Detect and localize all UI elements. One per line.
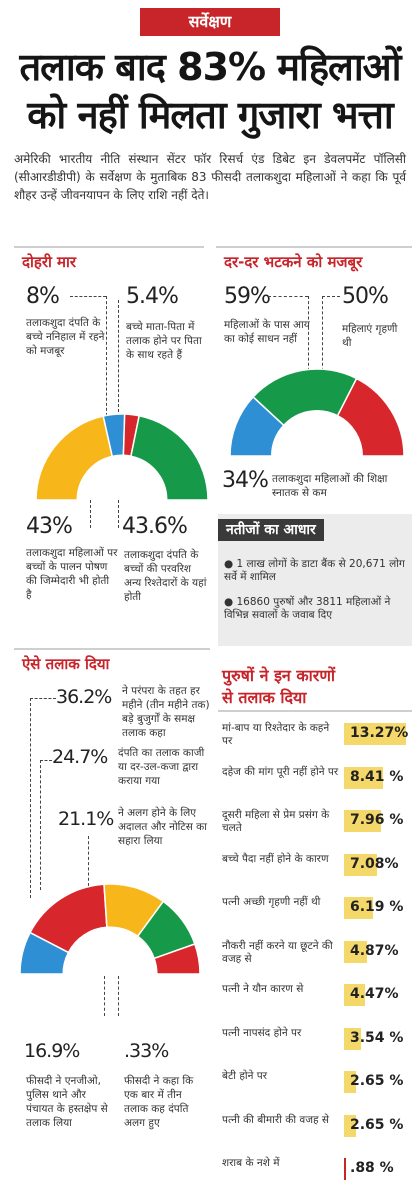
wander-pct-1: 59% bbox=[224, 284, 271, 309]
leader-line bbox=[30, 698, 56, 699]
reason-value: 2.65 % bbox=[350, 1116, 404, 1133]
divorce-pct-5: .33% bbox=[124, 1040, 169, 1062]
reason-label: बेटी होने पर bbox=[222, 1070, 268, 1082]
reason-bar bbox=[344, 1158, 346, 1180]
reason-label: पत्नी अच्छी गृहणी नहीं थी bbox=[222, 896, 321, 908]
reason-bar bbox=[344, 1071, 357, 1093]
section-title-reasons-2: से तलाक दिया bbox=[222, 688, 307, 707]
leader-line bbox=[90, 500, 91, 528]
reason-label: पत्नी नापसंद होने पर bbox=[222, 1026, 302, 1039]
reason-label: पत्नी ने यौन कारण से bbox=[222, 983, 304, 995]
gauge-slice-43-6 bbox=[130, 414, 209, 501]
reason-bar bbox=[344, 1027, 361, 1050]
leader-line bbox=[268, 296, 308, 297]
leader-line bbox=[30, 698, 31, 898]
section-title-reasons-1: पुरुषों ने इन कारणों bbox=[222, 666, 336, 685]
gauge-slice-43 bbox=[35, 415, 114, 501]
section-rule bbox=[14, 246, 204, 248]
double-note-4: तलाकशुदा दंपति के बच्चों की परवरिश अन्य … bbox=[124, 549, 207, 603]
category-tag: सर्वेक्षण bbox=[140, 8, 280, 36]
reason-label: नौकरी नहीं करने या छूटने की वजह से bbox=[222, 939, 333, 965]
leader-line bbox=[106, 296, 107, 416]
reason-label: दूसरी महिला से प्रेम प्रसंग के चलते bbox=[222, 809, 330, 834]
reason-bar bbox=[344, 810, 382, 832]
reason-value: 7.08% bbox=[350, 855, 399, 872]
divorce-pct-2: 24.7% bbox=[52, 746, 108, 768]
leader-line bbox=[322, 296, 340, 297]
leader-line bbox=[118, 300, 119, 412]
reason-bar bbox=[344, 984, 365, 1006]
gauge-slice-50 bbox=[336, 377, 405, 457]
reason-bar bbox=[344, 1114, 357, 1137]
reason-label: दहेज की मांग पूरी नहीं होने पर bbox=[222, 765, 339, 778]
reason-value: 13.27% bbox=[350, 725, 409, 741]
reason-label: बच्चे पैदा नहीं होने के कारण bbox=[222, 852, 329, 865]
section-rule bbox=[218, 710, 412, 712]
reason-label: मां-बाप या रिश्तेदार के कहने पर bbox=[222, 722, 330, 747]
reason-bar bbox=[344, 853, 378, 876]
double-note-1: तलाकशुदा दंपति के बच्चे ननिहाल में रहने … bbox=[26, 317, 105, 357]
leader-line bbox=[322, 296, 323, 376]
intro-paragraph: अमेरिकी भारतीय नीति संस्थान सेंटर फॉर रि… bbox=[14, 152, 406, 202]
gauge-double bbox=[35, 413, 209, 501]
reason-value: 7.96 % bbox=[350, 812, 404, 828]
reason-bar bbox=[344, 897, 373, 919]
gauge-wander bbox=[229, 368, 405, 457]
double-pct-2: 5.4% bbox=[126, 284, 179, 309]
gauge-slice-0-33 bbox=[153, 943, 201, 975]
divorce-note-1: ने परंपरा के तहत हर महीने (तीन महीने तक)… bbox=[122, 685, 210, 739]
wander-note-3: तलाकशुदा महिलाओं की शिक्षा स्नातक से कम bbox=[272, 473, 388, 499]
leader-line bbox=[104, 976, 105, 1016]
double-pct-3: 43% bbox=[26, 514, 73, 539]
leader-line bbox=[118, 500, 119, 528]
reason-value: 6.19 % bbox=[350, 899, 404, 915]
leader-line bbox=[88, 836, 89, 886]
leader-line bbox=[40, 760, 41, 890]
leader-line bbox=[308, 296, 309, 376]
double-note-3: तलाकशुदा महिलाओं पर बच्चों के पालन पोषण … bbox=[26, 547, 118, 601]
wander-pct-3: 34% bbox=[222, 468, 269, 493]
divorce-pct-4: 16.9% bbox=[24, 1040, 80, 1062]
double-pct-4: 43.6% bbox=[122, 514, 188, 539]
section-rule bbox=[14, 648, 210, 650]
reason-value: 4.87% bbox=[350, 942, 399, 959]
section-title-double: दोहरी मार bbox=[22, 253, 77, 271]
divorce-note-3: ने अलग होने के लिए अदालत और नोटिस का सहा… bbox=[118, 807, 207, 847]
leader-line bbox=[118, 976, 119, 1016]
headline-line-2: को नहीं मिलता गुजारा भत्ता bbox=[27, 93, 394, 137]
divorce-pct-1: 36.2% bbox=[56, 686, 112, 708]
divorce-note-4: फीसदी ने एनजीओ, पुलिस थाने और पंचायत के … bbox=[26, 1075, 108, 1129]
wander-pct-2: 50% bbox=[342, 284, 389, 309]
section-rule bbox=[216, 246, 412, 248]
section-title-wander: दर-दर भटकने को मजबूर bbox=[224, 253, 363, 271]
reason-value: 8.41 % bbox=[350, 768, 404, 785]
divorce-pct-3: 21.1% bbox=[58, 808, 114, 830]
double-note-2: बच्चे माता-पिता में तलाक होने पर पिता के… bbox=[126, 321, 202, 361]
basis-item-1: ● 1 लाख लोगों के डाटा बैंक से 20,671 लोग… bbox=[224, 558, 405, 583]
reason-value: .88 % bbox=[350, 1160, 394, 1176]
reason-value: 3.54 % bbox=[350, 1029, 404, 1046]
wander-note-1: महिलाओं के पास आय का कोई साधन नहीं bbox=[224, 319, 310, 345]
reason-label: पत्नी की बीमारी की वजह से bbox=[222, 1113, 330, 1126]
reason-bar bbox=[344, 766, 384, 789]
reason-value: 2.65 % bbox=[350, 1073, 404, 1089]
leader-line bbox=[70, 296, 106, 297]
reason-bar bbox=[344, 940, 367, 963]
section-title-divorce: ऐसे तलाक दिया bbox=[22, 655, 110, 673]
reason-value: 4.47% bbox=[350, 986, 399, 1002]
gauge-divorce bbox=[19, 883, 201, 975]
double-pct-1: 8% bbox=[26, 284, 60, 309]
reason-bar bbox=[344, 723, 406, 745]
wander-note-2: महिलाएं गृहणी थी bbox=[342, 323, 398, 349]
reason-label: शराब के नशे में bbox=[222, 1157, 280, 1169]
leader-line bbox=[40, 760, 52, 761]
basis-item-2: ● 16860 पुरुषों और 3811 महिलाओं ने विभिन… bbox=[224, 596, 391, 621]
headline-line-1: तलाक बाद 83% महिलाओं bbox=[19, 45, 402, 89]
divorce-note-5: फीसदी ने कहा कि एक बार में तीन तलाक कह द… bbox=[124, 1075, 194, 1129]
basis-title: नतीजों का आधार bbox=[218, 519, 412, 541]
divorce-note-2: दंपति का तलाक काजी या दर-उल-कजा द्वारा क… bbox=[118, 747, 205, 787]
